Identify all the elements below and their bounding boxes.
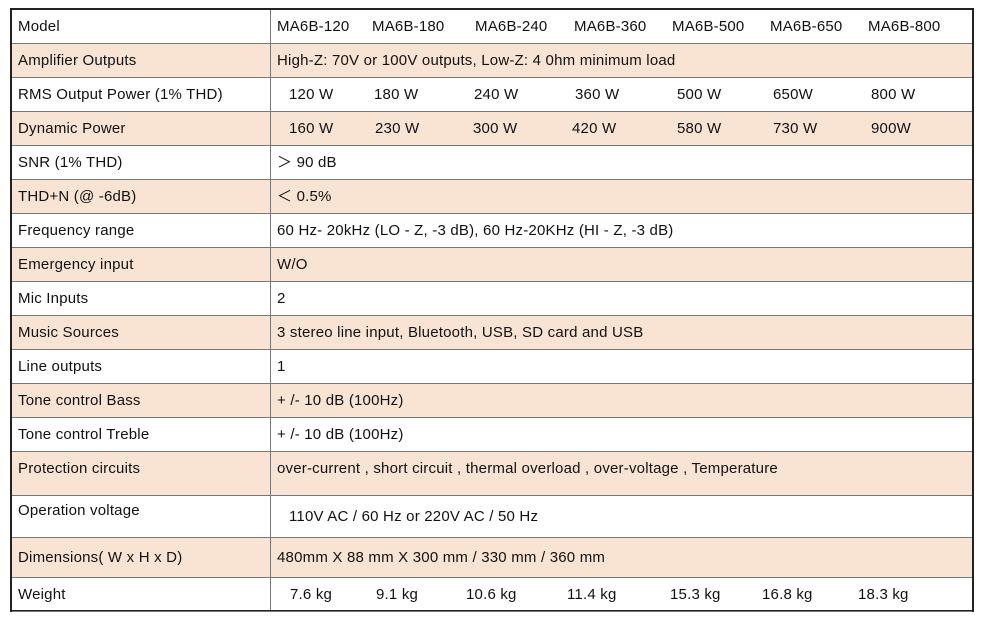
row-value: MA6B-800 — [868, 18, 941, 35]
row-label: THD+N (@ -6dB) — [18, 188, 137, 205]
table-row: Line outputs 1 — [12, 350, 972, 384]
row-value: 300 W — [473, 120, 518, 137]
table-row: Dimensions( W x H x D) 480mm X 88 mm X 30… — [12, 538, 972, 578]
row-label: RMS Output Power (1% THD) — [18, 86, 223, 103]
row-value: High-Z: 70V or 100V outputs, Low-Z: 4 0h… — [277, 52, 676, 69]
row-label: Emergency input — [18, 256, 134, 273]
table-row: Dynamic Power 160 W 230 W 300 W 420 W 580 W 73… — [12, 112, 972, 146]
table-row: Model MA6B-120 MA6B-180 MA6B-240 MA6B-360 MA6… — [12, 10, 972, 44]
row-value: 2 — [277, 290, 286, 307]
row-value: MA6B-180 — [372, 18, 445, 35]
table-row: Mic Inputs 2 — [12, 282, 972, 316]
row-value: MA6B-240 — [475, 18, 548, 35]
row-label: Dynamic Power — [18, 120, 126, 137]
row-value: 230 W — [375, 120, 420, 137]
row-label: Tone control Treble — [18, 426, 150, 443]
row-value: MA6B-120 — [277, 18, 350, 35]
column-divider — [270, 10, 271, 610]
row-value: 800 W — [871, 86, 916, 103]
row-value: 3 stereo line input, Bluetooth, USB, SD … — [277, 324, 644, 341]
row-value: ＞ 90 dB — [277, 154, 337, 171]
row-label: Frequency range — [18, 222, 135, 239]
row-label: Dimensions( W x H x D) — [18, 549, 183, 566]
row-label: Model — [18, 18, 60, 35]
row-value: 180 W — [374, 86, 419, 103]
table-row: Tone control Bass + /- 10 dB (100Hz) — [12, 384, 972, 418]
row-value: 580 W — [677, 120, 722, 137]
table-row: SNR (1% THD) ＞ 90 dB — [12, 146, 972, 180]
row-label: Line outputs — [18, 358, 103, 375]
table-row: Amplifier Outputs High-Z: 70V or 100V out… — [12, 44, 972, 78]
row-value: + /- 10 dB (100Hz) — [277, 392, 404, 409]
table-row: THD+N (@ -6dB) ＜ 0.5% — [12, 180, 972, 214]
table-row: RMS Output Power (1% THD) 120 W 180 W 240 W… — [12, 78, 972, 112]
row-value: W/O — [277, 256, 308, 273]
table-row: Operation voltage 110V AC / 60 Hz or 220V… — [12, 496, 972, 538]
row-value: MA6B-360 — [574, 18, 647, 35]
row-value: 730 W — [773, 120, 818, 137]
row-value: 60 Hz- 20kHz (LO - Z, -3 dB), 60 Hz-20KH… — [277, 222, 674, 239]
table-row: Protection circuits over-current , short … — [12, 452, 972, 496]
row-value: 420 W — [572, 120, 617, 137]
row-label: Operation voltage — [18, 502, 140, 519]
row-label: Amplifier Outputs — [18, 52, 137, 69]
row-value: 7.6 kg — [290, 586, 333, 603]
row-value: 110V AC / 60 Hz or 220V AC / 50 Hz — [289, 508, 539, 525]
table-row: Frequency range 60 Hz- 20kHz (LO - Z, -3 … — [12, 214, 972, 248]
row-value: 360 W — [575, 86, 620, 103]
row-value: 650W — [773, 86, 813, 103]
row-value: 16.8 kg — [762, 586, 813, 603]
row-value: MA6B-650 — [770, 18, 843, 35]
row-label: Music Sources — [18, 324, 119, 341]
row-value: 18.3 kg — [858, 586, 909, 603]
row-value: 160 W — [289, 120, 334, 137]
row-value: 10.6 kg — [466, 586, 517, 603]
row-label: SNR (1% THD) — [18, 154, 123, 171]
row-value: 900W — [871, 120, 911, 137]
row-value: 480mm X 88 mm X 300 mm / 330 mm / 360 mm — [277, 549, 606, 566]
table-row: Weight 7.6 kg 9.1 kg 10.6 kg 11.4 kg 15.3 kg 1… — [12, 578, 972, 612]
row-value: 500 W — [677, 86, 722, 103]
table-row: Music Sources 3 stereo line input, Blueto… — [12, 316, 972, 350]
row-value: 11.4 kg — [567, 586, 617, 603]
row-label: Protection circuits — [18, 460, 141, 477]
row-value: 120 W — [289, 86, 334, 103]
row-value: 15.3 kg — [670, 586, 721, 603]
row-label: Tone control Bass — [18, 392, 141, 409]
row-value: 9.1 kg — [376, 586, 419, 603]
row-label: Mic Inputs — [18, 290, 89, 307]
row-value: + /- 10 dB (100Hz) — [277, 426, 404, 443]
row-label: Weight — [18, 586, 66, 603]
row-value: ＜ 0.5% — [277, 188, 332, 205]
table-row: Emergency input W/O — [12, 248, 972, 282]
spec-table: Model MA6B-120 MA6B-180 MA6B-240 MA6B-360 MA6… — [10, 8, 974, 612]
row-value: 1 — [277, 358, 286, 375]
row-value: 240 W — [474, 86, 519, 103]
table-row: Tone control Treble + /- 10 dB (100Hz) — [12, 418, 972, 452]
row-value: over-current , short circuit , thermal o… — [277, 460, 778, 477]
row-value: MA6B-500 — [672, 18, 745, 35]
